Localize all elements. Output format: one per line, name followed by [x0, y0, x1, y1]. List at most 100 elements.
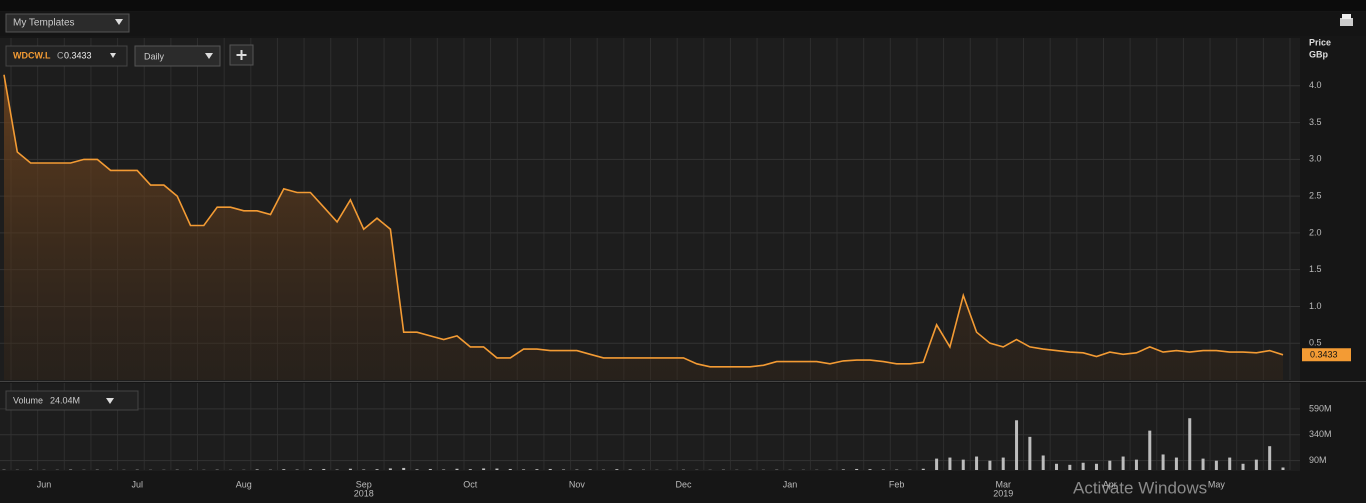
ticker: WDCW.L — [13, 50, 51, 60]
top-bar — [0, 0, 1366, 11]
y-tick-label: 3.0 — [1309, 154, 1322, 164]
volume-bar — [975, 456, 979, 470]
volume-bar — [402, 467, 406, 470]
y-axis-unit: GBp — [1309, 49, 1329, 59]
volume-bar — [921, 468, 925, 470]
volume-bar — [1028, 436, 1032, 470]
volume-bar — [1214, 460, 1218, 470]
x-tick-label: Feb — [889, 479, 905, 489]
interval: Daily — [144, 51, 165, 61]
y-tick-label: 90M — [1309, 455, 1327, 465]
y-tick-label: 590M — [1309, 403, 1332, 413]
volume-bar — [988, 460, 992, 470]
x-tick-label: Aug — [236, 479, 252, 489]
y-tick-label: 1.0 — [1309, 301, 1322, 311]
printer-body — [1340, 18, 1353, 26]
x-tick-label: Sep — [356, 479, 372, 489]
volume-bar — [388, 468, 392, 470]
volume-bar — [362, 469, 366, 470]
volume-bar — [1254, 459, 1258, 470]
x-tick-label: Jan — [783, 479, 798, 489]
volume-bar — [1268, 446, 1272, 470]
volume-bar — [628, 469, 632, 470]
y-tick-label: 1.5 — [1309, 264, 1322, 274]
volume-bar — [348, 468, 352, 470]
volume-bar — [935, 458, 939, 470]
y-tick-label: 2.5 — [1309, 191, 1322, 201]
plot — [2, 74, 1285, 470]
volume-bar — [1015, 420, 1019, 470]
volume-bar — [841, 469, 845, 470]
volume-bar — [1108, 460, 1112, 470]
volume-legend[interactable] — [5, 390, 139, 411]
grid — [0, 38, 1300, 470]
y-tick-label: 0.5 — [1309, 338, 1322, 348]
volume-bar — [961, 459, 965, 470]
volume-bar — [322, 468, 326, 470]
x-tick-label: Oct — [463, 479, 478, 489]
volume-bar — [1055, 463, 1059, 470]
plus-icon — [236, 50, 247, 60]
volume-bar — [562, 469, 566, 470]
instrument-box[interactable] — [5, 45, 128, 67]
volume-bar — [1081, 462, 1085, 470]
volume-bar — [1041, 455, 1045, 470]
x-tick-label: Nov — [569, 479, 586, 489]
volume-bar — [588, 469, 592, 470]
volume-bar — [428, 468, 432, 470]
volume-bar — [535, 469, 539, 470]
printer-paper — [1342, 14, 1351, 19]
volume-bar — [522, 469, 526, 470]
volume-bar — [1161, 454, 1165, 470]
volume-bar — [508, 468, 512, 470]
volume-bar — [855, 468, 859, 470]
last-value-label: 0.3433 — [1310, 350, 1338, 360]
volume-bar — [1201, 458, 1205, 470]
y-tick-label: 2.0 — [1309, 227, 1322, 237]
volume-bar — [1001, 457, 1005, 470]
watermark: Activate Windows — [1073, 478, 1207, 497]
close-value: 0.3433 — [64, 50, 92, 60]
volume-bar — [482, 468, 486, 470]
x-tick-label: Jun — [37, 479, 52, 489]
x-tick-label: Jul — [131, 479, 143, 489]
y-tick-label: 3.5 — [1309, 117, 1322, 127]
volume-bar — [1068, 464, 1072, 470]
volume-bar — [455, 468, 459, 470]
price-line — [3, 74, 1284, 368]
price-area — [4, 74, 1283, 381]
volume-bar — [255, 469, 259, 470]
volume-bar — [468, 469, 472, 470]
x-tick-label: Mar — [995, 479, 1011, 489]
print-icon[interactable] — [1340, 14, 1353, 26]
last-value-tag — [1302, 348, 1351, 362]
close-prefix: C — [57, 50, 64, 60]
y-tick-label: 340M — [1309, 429, 1332, 439]
volume-bar — [375, 469, 379, 470]
y-axis-title: Price — [1309, 37, 1331, 47]
volume-bar — [948, 457, 952, 470]
dropdown-arrow — [106, 398, 114, 404]
dropdown-arrow — [205, 53, 213, 59]
dropdown-arrow — [115, 19, 123, 25]
templates-label: My Templates — [13, 18, 75, 29]
volume-bar — [1094, 463, 1098, 470]
interval-dropdown[interactable] — [134, 45, 221, 67]
volume-title: Volume — [13, 395, 43, 405]
toolbar — [0, 12, 1366, 36]
volume-bar — [1134, 459, 1138, 470]
volume-bar — [548, 468, 552, 470]
x-tick-label: Dec — [675, 479, 692, 489]
volume-bar — [1241, 463, 1245, 470]
volume-bar — [1188, 418, 1192, 470]
templates-dropdown[interactable] — [5, 13, 130, 33]
x-tick-label: May — [1208, 479, 1226, 489]
volume-bar — [308, 469, 312, 470]
volume-bar — [442, 469, 446, 470]
volume-bar — [1148, 430, 1152, 470]
year-label: 2019 — [993, 488, 1013, 498]
x-tick-label: Apr — [1103, 479, 1117, 489]
dropdown-arrow — [110, 53, 116, 58]
volume-bar — [1174, 457, 1178, 470]
